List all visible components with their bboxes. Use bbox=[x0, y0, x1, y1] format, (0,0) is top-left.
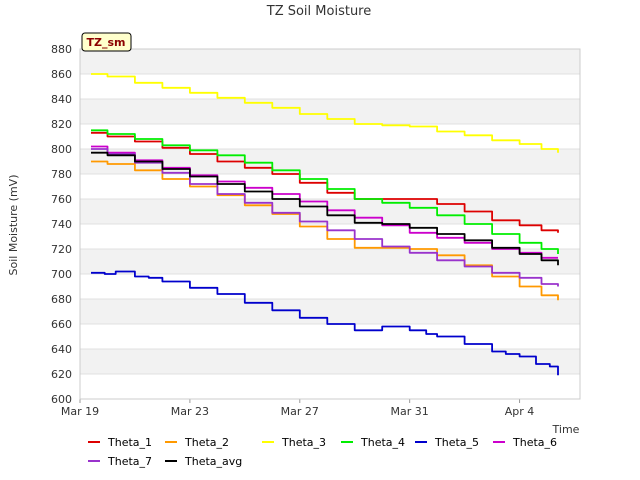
y-tick-label: 860 bbox=[51, 68, 72, 81]
y-tick-label: 640 bbox=[51, 343, 72, 356]
grid-band bbox=[80, 249, 580, 274]
grid-band bbox=[80, 274, 580, 299]
legend-item-theta_7: Theta_7 bbox=[88, 455, 152, 468]
grid-band bbox=[80, 74, 580, 99]
y-tick-label: 700 bbox=[51, 268, 72, 281]
badge: TZ_sm bbox=[81, 32, 132, 52]
legend-item-theta_5: Theta_5 bbox=[415, 436, 479, 449]
legend-item-theta_avg: Theta_avg bbox=[165, 455, 242, 468]
legend-item-theta_3: Theta_3 bbox=[262, 436, 326, 449]
legend-item-theta_1: Theta_1 bbox=[88, 436, 152, 449]
series-line-theta_4 bbox=[91, 129, 559, 254]
x-tick-label: Mar 31 bbox=[391, 405, 429, 418]
grid-band bbox=[80, 224, 580, 249]
legend-item-theta_6: Theta_6 bbox=[493, 436, 557, 449]
chart-title: TZ Soil Moisture bbox=[266, 4, 372, 19]
grid-band bbox=[80, 324, 580, 349]
grid-band bbox=[80, 299, 580, 324]
x-tick-label: Mar 27 bbox=[281, 405, 319, 418]
x-axis-label: Time bbox=[552, 423, 580, 436]
y-tick-label: 840 bbox=[51, 93, 72, 106]
y-tick-label: 760 bbox=[51, 193, 72, 206]
y-tick-label: 620 bbox=[51, 368, 72, 381]
y-tick-label: 820 bbox=[51, 118, 72, 131]
y-tick-label: 600 bbox=[51, 393, 72, 406]
x-tick-label: Apr 4 bbox=[505, 405, 535, 418]
x-tick-labels: Mar 19 Mar 23 Mar 27 Mar 31 Apr 4 bbox=[61, 399, 534, 418]
series-line-theta_5 bbox=[91, 270, 559, 376]
grid-band bbox=[80, 49, 580, 74]
y-tick-label: 780 bbox=[51, 168, 72, 181]
y-tick-label: 880 bbox=[51, 43, 72, 56]
y-tick-label: 660 bbox=[51, 318, 72, 331]
series-lines bbox=[91, 73, 559, 376]
legend-label: Theta_5 bbox=[434, 436, 479, 449]
series-line-theta_2 bbox=[91, 160, 559, 301]
x-tick-label: Mar 19 bbox=[61, 405, 99, 418]
legend-label: Theta_3 bbox=[281, 436, 326, 449]
series-line-theta_3 bbox=[91, 73, 559, 153]
badge-label: TZ_sm bbox=[87, 36, 126, 49]
x-tick-label: Mar 23 bbox=[171, 405, 209, 418]
legend-label: Theta_4 bbox=[360, 436, 405, 449]
series-line-theta_7 bbox=[91, 148, 559, 287]
grid-band bbox=[80, 374, 580, 399]
grid-bands bbox=[80, 49, 580, 399]
plot-frame bbox=[79, 48, 581, 400]
legend-item-theta_4: Theta_4 bbox=[341, 436, 405, 449]
legend-label: Theta_1 bbox=[107, 436, 152, 449]
y-tick-label: 680 bbox=[51, 293, 72, 306]
legend-item-theta_2: Theta_2 bbox=[165, 436, 229, 449]
series-line-theta_avg bbox=[91, 151, 559, 266]
grid-band bbox=[80, 174, 580, 199]
y-tick-label: 720 bbox=[51, 243, 72, 256]
y-tick-label: 740 bbox=[51, 218, 72, 231]
badge-box bbox=[81, 32, 132, 52]
y-axis-label: Soil Moisture (mV) bbox=[7, 175, 20, 276]
legend: Theta_1 Theta_2 Theta_3 Theta_4 Theta_5 Theta… bbox=[88, 436, 557, 468]
legend-label: Theta_2 bbox=[184, 436, 229, 449]
grid-band bbox=[80, 349, 580, 374]
grid-band bbox=[80, 124, 580, 149]
grid-band bbox=[80, 99, 580, 124]
legend-label: Theta_6 bbox=[512, 436, 557, 449]
legend-label: Theta_7 bbox=[107, 455, 152, 468]
y-tick-label: 800 bbox=[51, 143, 72, 156]
plot-border bbox=[79, 48, 581, 400]
y-tick-labels: 600 620 640 660 680 700 720 740 760 780 800 820 840 8… bbox=[51, 43, 72, 406]
legend-label: Theta_avg bbox=[184, 455, 242, 468]
